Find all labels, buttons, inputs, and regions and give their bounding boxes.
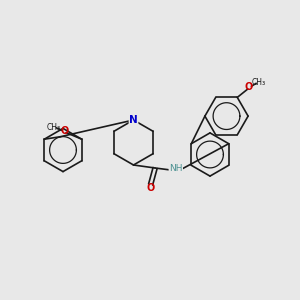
Text: NH: NH	[169, 164, 182, 173]
Text: O: O	[61, 126, 69, 136]
Text: CH₃: CH₃	[251, 78, 266, 87]
Text: O: O	[146, 183, 155, 193]
Text: CH₃: CH₃	[46, 123, 61, 132]
Text: O: O	[245, 82, 253, 92]
Text: N: N	[129, 115, 138, 125]
